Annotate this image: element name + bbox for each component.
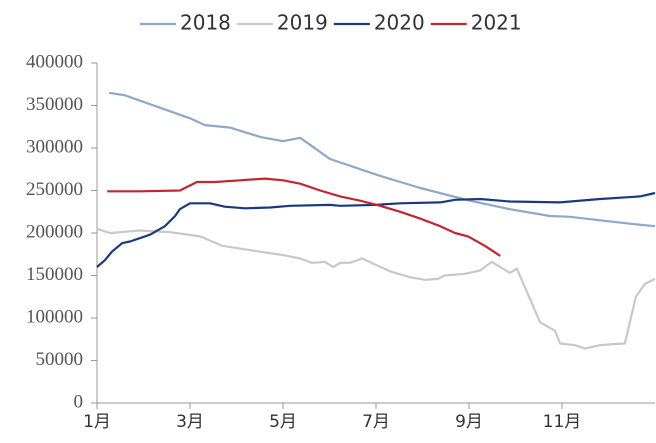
y-tick-label: 0 — [74, 391, 84, 412]
y-tick-label: 400000 — [26, 51, 83, 72]
legend-label: 2021 — [471, 11, 522, 35]
x-tick-label: 5月 — [269, 412, 297, 432]
x-tick-label: 9月 — [455, 412, 483, 432]
series-line — [108, 91, 656, 228]
series-line — [107, 177, 501, 257]
x-tick-label: 1月 — [83, 412, 111, 432]
legend-label: 2018 — [180, 11, 231, 35]
series-line — [96, 191, 656, 268]
legend-label: 2019 — [277, 11, 328, 35]
series-line — [96, 227, 656, 350]
x-tick-label: 11月 — [543, 412, 582, 432]
y-tick-label: 150000 — [26, 264, 83, 285]
x-tick-label: 3月 — [176, 412, 204, 432]
y-tick-label: 50000 — [36, 349, 84, 370]
legend-label: 2020 — [374, 11, 425, 35]
y-tick-label: 250000 — [26, 179, 83, 200]
y-tick-label: 100000 — [26, 306, 83, 327]
y-tick-label: 200000 — [26, 221, 83, 242]
y-tick-label: 300000 — [26, 136, 83, 157]
x-tick-label: 7月 — [362, 412, 390, 432]
y-tick-label: 350000 — [26, 94, 83, 115]
